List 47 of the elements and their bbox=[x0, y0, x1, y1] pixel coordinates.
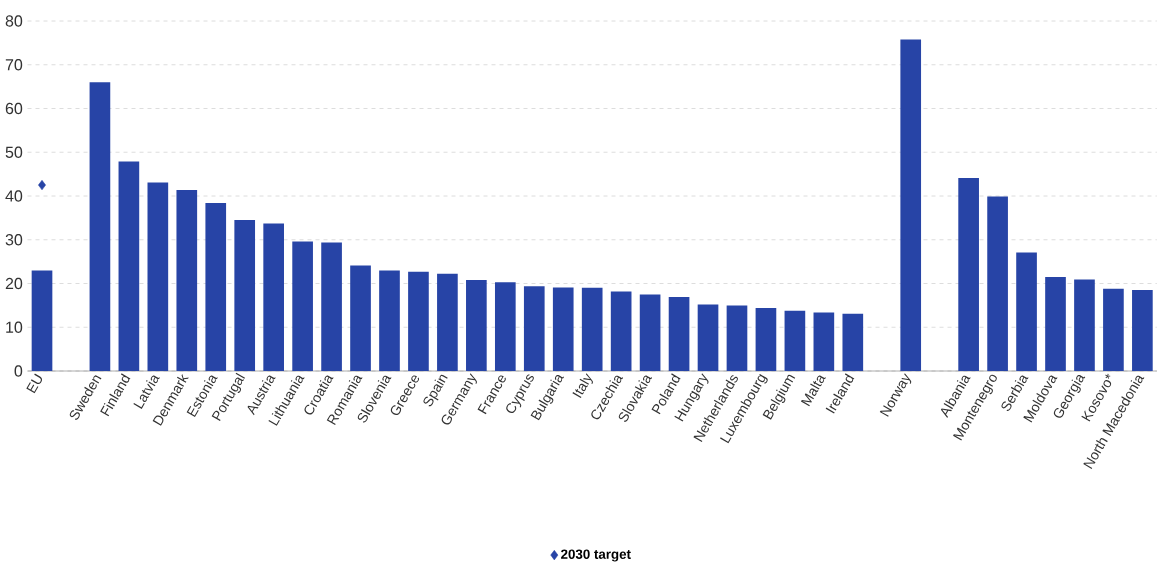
y-tick-label: 40 bbox=[5, 190, 23, 202]
bar bbox=[1132, 290, 1153, 371]
bar bbox=[668, 297, 690, 371]
bar bbox=[697, 304, 719, 371]
bar bbox=[755, 308, 777, 371]
bar bbox=[437, 273, 458, 371]
bar bbox=[726, 305, 748, 371]
bar bbox=[31, 270, 53, 371]
bar bbox=[639, 294, 661, 371]
bar bbox=[1074, 279, 1095, 371]
bar bbox=[523, 286, 545, 371]
bar bbox=[292, 241, 313, 371]
y-tick-label: 60 bbox=[5, 102, 23, 115]
y-tick-label: 10 bbox=[6, 321, 23, 333]
bar bbox=[466, 280, 487, 371]
bar bbox=[494, 282, 516, 371]
bar bbox=[321, 242, 342, 371]
y-tick-label: 80 bbox=[5, 15, 23, 27]
bar bbox=[176, 189, 198, 371]
bar bbox=[842, 313, 864, 371]
bar bbox=[610, 291, 632, 371]
bar bbox=[89, 82, 111, 371]
legend-label: 2030 target bbox=[561, 549, 631, 562]
bar bbox=[1016, 252, 1037, 371]
bar bbox=[1103, 288, 1124, 371]
bar bbox=[147, 182, 169, 371]
x-tick-label: EU bbox=[26, 373, 43, 394]
bar bbox=[784, 310, 806, 371]
bar bbox=[205, 203, 227, 371]
bar bbox=[379, 270, 400, 371]
y-tick-label: 30 bbox=[5, 234, 23, 246]
bar bbox=[263, 223, 284, 371]
bar bbox=[234, 220, 256, 371]
bar bbox=[350, 265, 371, 371]
bar bbox=[408, 271, 429, 371]
bar bbox=[581, 287, 603, 371]
bar bbox=[958, 178, 979, 371]
bar bbox=[900, 39, 922, 371]
bar bbox=[552, 287, 574, 371]
bar bbox=[1045, 276, 1066, 371]
y-tick-label: 70 bbox=[5, 59, 23, 71]
bar bbox=[987, 196, 1008, 371]
bar bbox=[118, 161, 140, 371]
y-tick-label: 0 bbox=[14, 365, 23, 377]
y-tick-label: 50 bbox=[5, 146, 23, 158]
y-tick-label: 20 bbox=[5, 277, 23, 290]
bar bbox=[813, 312, 835, 371]
